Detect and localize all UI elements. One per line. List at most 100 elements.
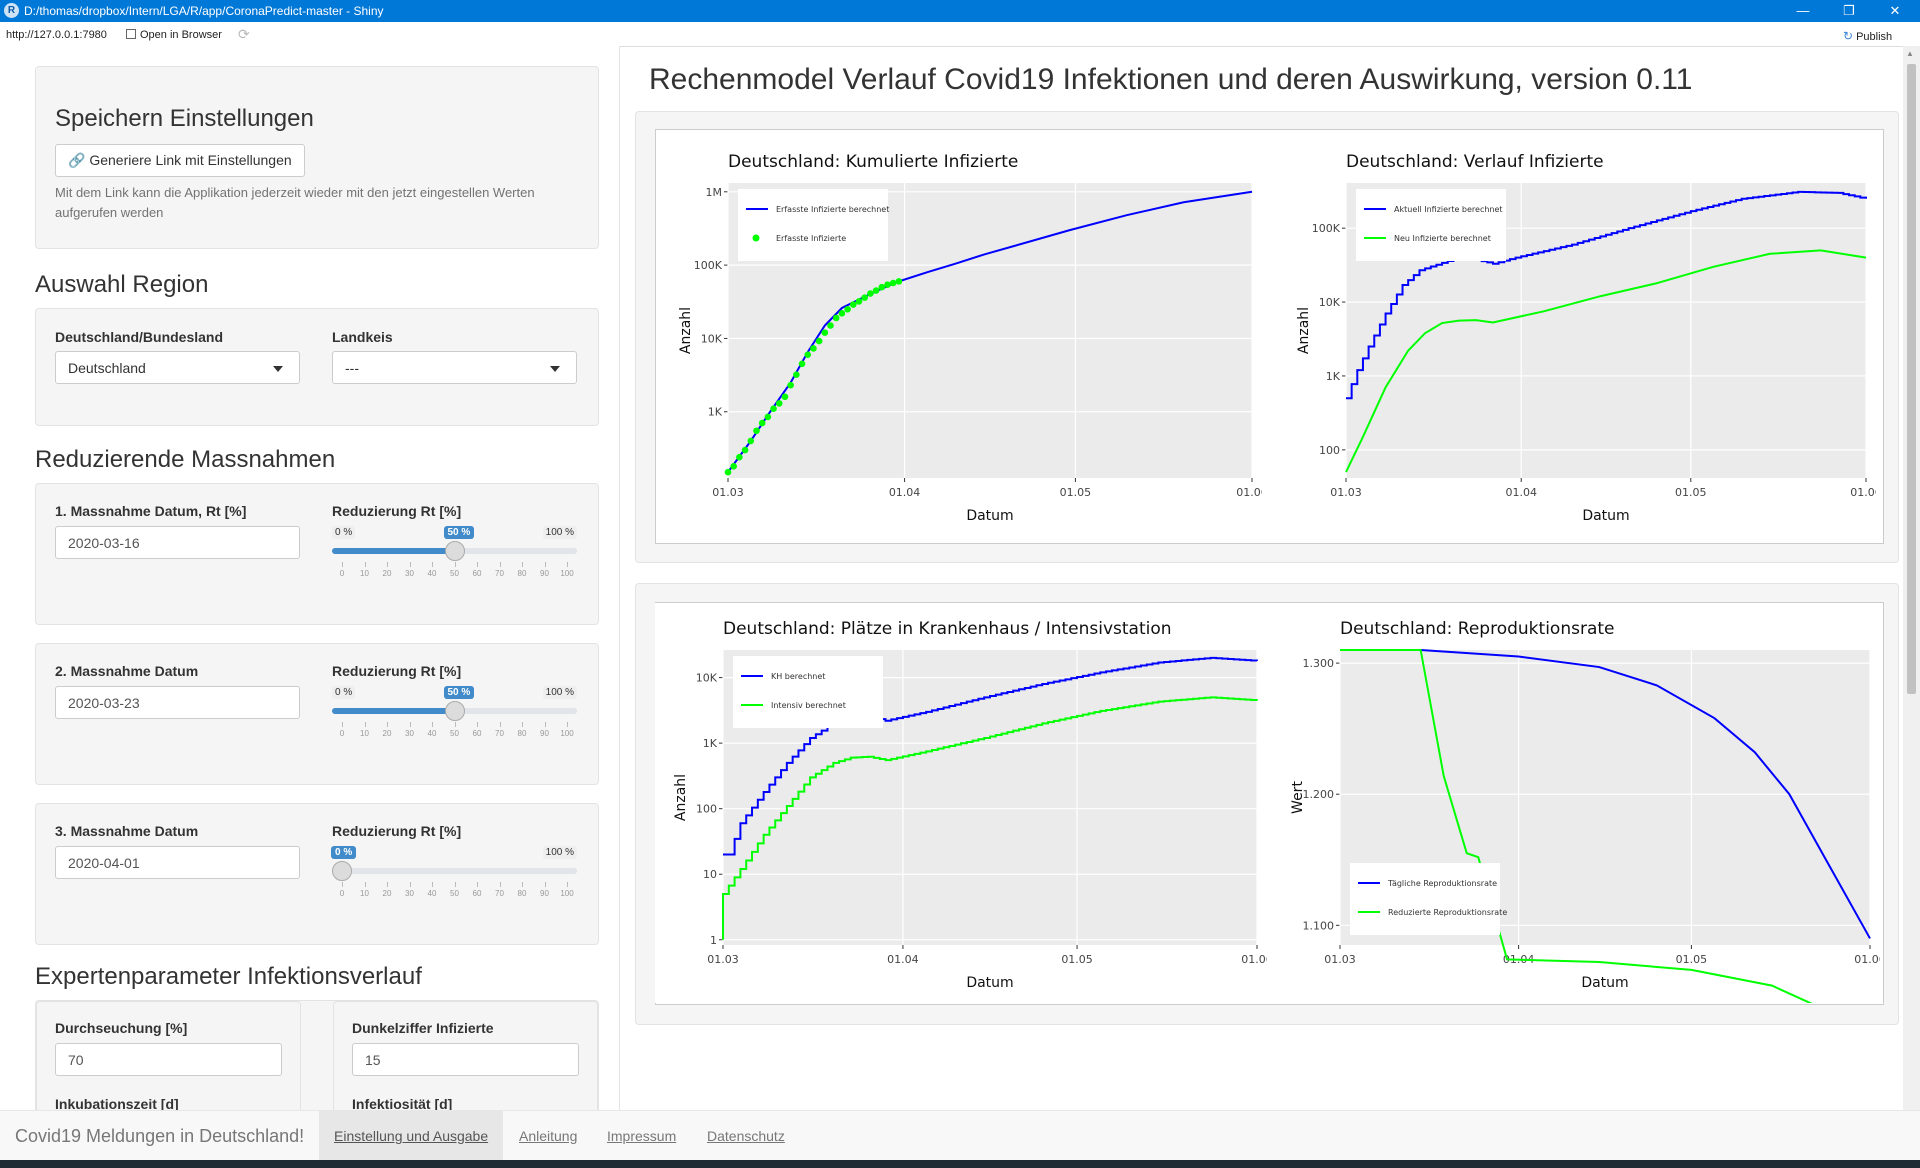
slider-tick [477, 562, 478, 567]
data-point [741, 446, 749, 454]
slider-tick-label: 30 [405, 729, 414, 738]
hospital-beds-chart[interactable]: Deutschland: Plätze in Krankenhaus / Int… [655, 603, 1273, 1003]
slider-tick-label: 50 [450, 569, 459, 578]
tab-datenschutz[interactable]: Datenschutz [707, 1128, 785, 1144]
infection-course-chart[interactable]: Deutschland: Verlauf Infizierte 100 1K 10K 1… [1278, 136, 1882, 536]
scroll-up-icon[interactable]: ▲ [1906, 49, 1914, 58]
y-tick-label: 1 [710, 934, 717, 947]
y-tick-label: 10K [696, 672, 718, 685]
x-tick-label: 01.03 [712, 486, 744, 499]
slider-track[interactable] [332, 868, 577, 874]
chart-title: Deutschland: Verlauf Infizierte [1346, 152, 1604, 172]
penetration-input[interactable]: 70 [55, 1043, 282, 1076]
open-in-browser-button[interactable]: Open in Browser [126, 29, 222, 41]
y-tick-label: 1.300 [1303, 657, 1335, 670]
dark-figure-input[interactable]: 15 [352, 1043, 579, 1076]
refresh-icon[interactable]: ⟳ [238, 26, 250, 42]
url-text[interactable]: http://127.0.0.1:7980 [6, 29, 107, 41]
tab-impressum[interactable]: Impressum [607, 1128, 677, 1144]
series-line [1340, 649, 1871, 939]
data-point [730, 463, 737, 470]
cumulative-infected-chart[interactable]: Deutschland: Kumulierte Infizierte 1K 10K 1… [660, 136, 1268, 536]
reduction-slider[interactable]: 0 % 100 % 50 % 0 10 20 30 40 50 60 70 80 90 100 [332, 686, 577, 746]
reproduction-rate-chart[interactable]: Deutschland: Reproduktionsrate 1.100 1.200… [1272, 603, 1886, 1032]
measure-date-input[interactable]: 2020-04-01 [55, 846, 300, 879]
expert-heading: Expertenparameter Infektionsverlauf [35, 963, 422, 990]
slider-tick [454, 882, 456, 887]
minimize-icon[interactable]: — [1796, 3, 1810, 18]
data-point [827, 322, 834, 329]
measure-date-input[interactable]: 2020-03-23 [55, 686, 300, 719]
data-point [878, 283, 886, 291]
data-point [844, 305, 851, 313]
slider-tick-label: 20 [382, 729, 392, 738]
tab-anleitung[interactable]: Anleitung [519, 1128, 578, 1144]
penetration-label: Durchseuchung [%] [55, 1020, 188, 1036]
y-tick-label: 100 [696, 803, 717, 816]
slider-tick [499, 882, 501, 887]
window-title-bar: R D:/thomas/dropbox/Intern/LGA/R/app/Cor… [0, 0, 1920, 22]
slider-handle[interactable] [444, 541, 465, 561]
data-point [884, 281, 891, 289]
publish-button[interactable]: ↻ Publish [1843, 29, 1892, 43]
restore-icon[interactable]: ❐ [1843, 3, 1855, 18]
data-point [815, 337, 823, 345]
slider-tick [387, 562, 388, 567]
slider-tick [544, 882, 546, 887]
measure-date-label: 3. Massnahme Datum [55, 823, 199, 839]
tab-einstellung-und-ausgabe[interactable]: Einstellung und Ausgabe [319, 1111, 504, 1161]
y-tick-label: 1K [708, 406, 723, 419]
slider-handle[interactable] [332, 861, 352, 881]
slider-tick [544, 562, 546, 567]
publish-label: Publish [1856, 31, 1893, 43]
slider-max-label: 100 % [542, 846, 577, 859]
vertical-scrollbar[interactable]: ▲ ▼ [1903, 46, 1920, 1160]
slider-ticks: 0 10 20 30 40 50 60 70 80 90 100 [332, 722, 577, 740]
state-select[interactable]: Deutschland [55, 351, 300, 384]
data-point [753, 427, 760, 435]
slider-tick [364, 562, 366, 567]
reduction-slider-label: Reduzierung Rt [%] [332, 823, 462, 839]
x-tick-label: 01.06 [1850, 486, 1876, 499]
y-tick-label: 10K [1319, 296, 1341, 309]
scrollbar-thumb[interactable] [1907, 64, 1916, 694]
slider-tick-label: 20 [382, 889, 392, 898]
region-well: Deutschland/Bundesland Deutschland Landk… [35, 308, 599, 426]
slider-tick-label: 0 [339, 569, 345, 578]
slider-tick-label: 0 [339, 889, 345, 898]
generate-link-label: Generiere Link mit Einstellungen [89, 152, 292, 168]
caret-down-icon [273, 366, 283, 372]
slider-ticks: 0 10 20 30 40 50 60 70 80 90 100 [332, 882, 577, 900]
state-select-value: Deutschland [68, 360, 146, 376]
close-icon[interactable]: ✕ [1889, 3, 1901, 18]
slider-min-label: 0 % [332, 526, 356, 539]
district-label: Landkeis [332, 329, 393, 345]
slider-tick [522, 722, 523, 727]
slider-tick-label: 100 [560, 729, 574, 738]
slider-handle[interactable] [444, 701, 465, 721]
state-label: Deutschland/Bundesland [55, 329, 224, 345]
district-select[interactable]: --- [332, 351, 577, 384]
x-tick-label: 01.06 [1854, 953, 1880, 966]
series-line [1345, 249, 1867, 473]
slider-tick-label: 90 [540, 889, 549, 898]
y-tick-label: 100K [1312, 222, 1341, 235]
slider-value-label: 50 % [443, 686, 475, 699]
slider-tick [477, 882, 478, 887]
reduction-slider-label: Reduzierung Rt [%] [332, 663, 462, 679]
open-in-browser-label: Open in Browser [140, 29, 222, 41]
slider-tick-label: 60 [472, 889, 482, 898]
measure-date-input[interactable]: 2020-03-16 [55, 526, 300, 559]
navbar-brand[interactable]: Covid19 Meldungen in Deutschland! [15, 1126, 305, 1146]
page-title: Rechenmodel Verlauf Covid19 Infektionen … [649, 63, 1693, 96]
reduction-slider[interactable]: 0 % 100 % 50 % 0 10 20 30 40 50 60 70 80 90 100 [332, 526, 577, 586]
link-icon: 🔗 [68, 152, 86, 168]
data-point [793, 371, 800, 378]
measure-3-well: 3. Massnahme Datum 2020-04-01 Reduzierun… [35, 803, 599, 945]
generate-link-button[interactable]: 🔗 Generiere Link mit Einstellungen [55, 144, 305, 177]
chart-title: Deutschland: Plätze in Krankenhaus / Int… [723, 619, 1172, 639]
slider-tick-label: 40 [427, 729, 437, 738]
x-tick-label: 01.03 [1330, 486, 1362, 499]
slider-tick-label: 80 [517, 889, 527, 898]
